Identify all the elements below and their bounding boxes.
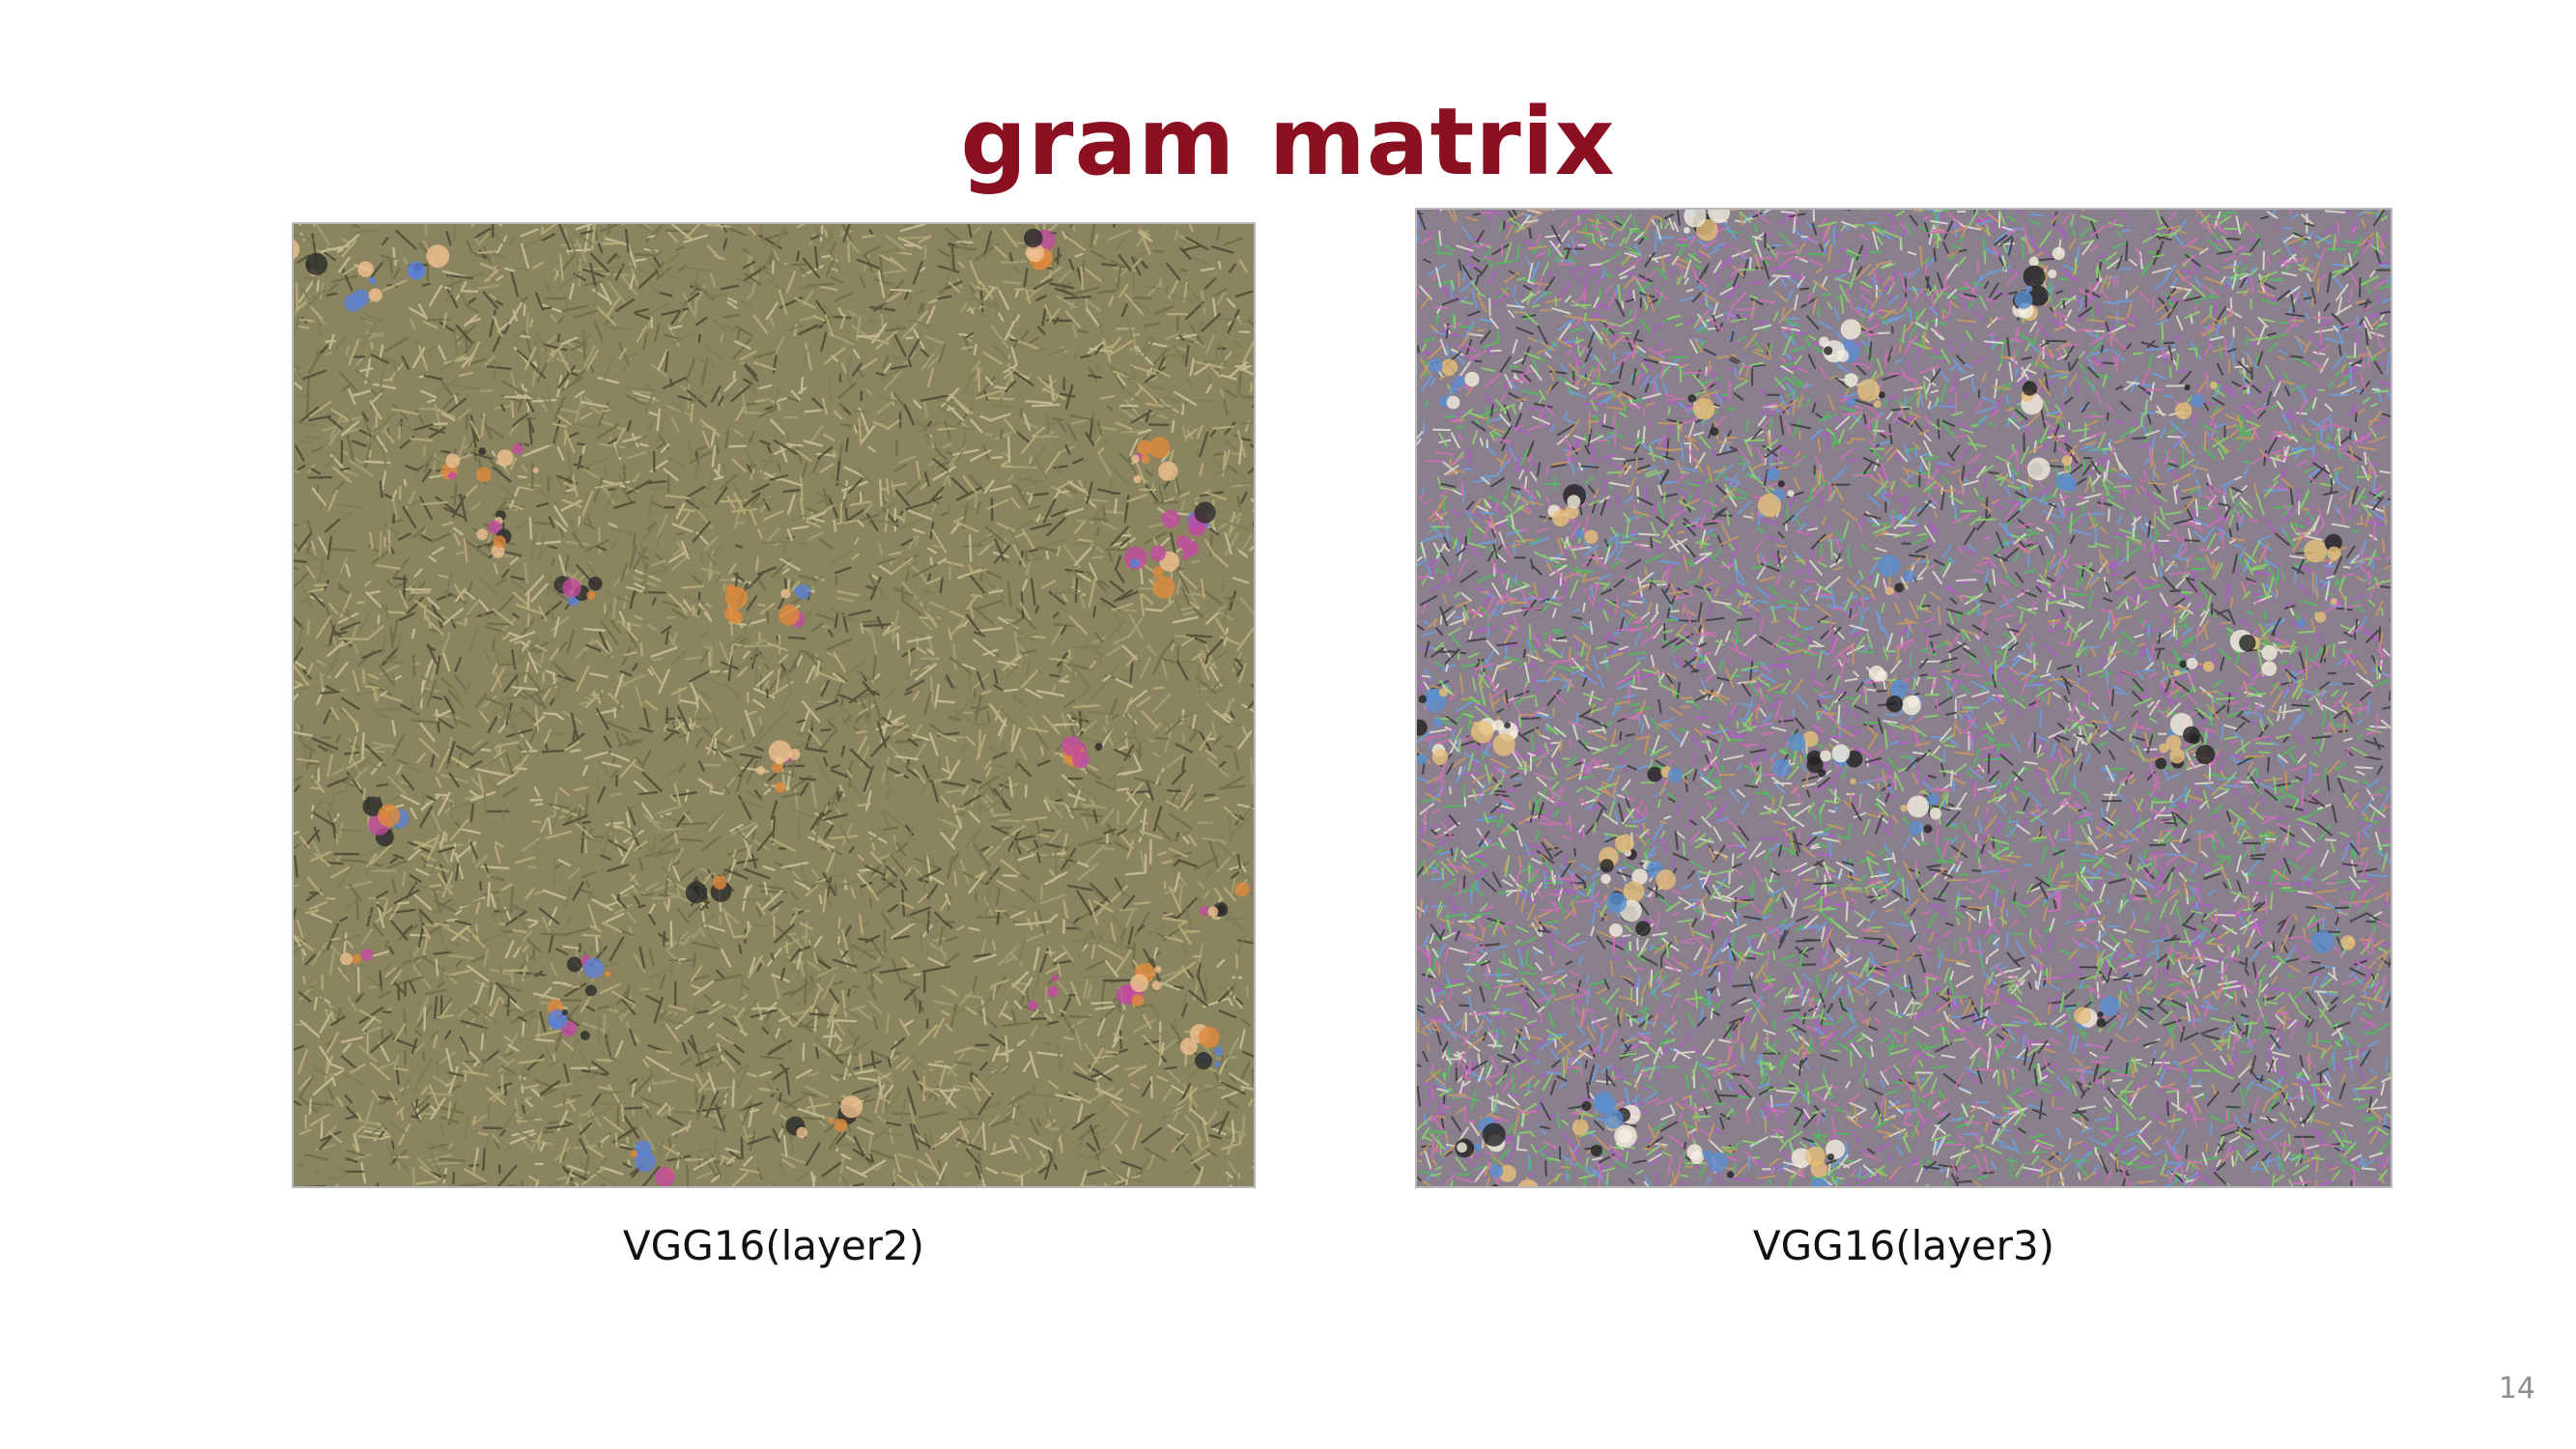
texture-layer3-canvas bbox=[1417, 210, 2391, 1186]
texture-image-layer2 bbox=[292, 222, 1256, 1188]
texture-image-layer3 bbox=[1415, 208, 2392, 1188]
caption-layer3: VGG16(layer3) bbox=[1415, 1219, 2392, 1273]
texture-layer2-canvas bbox=[294, 224, 1254, 1186]
caption-layer2: VGG16(layer2) bbox=[292, 1219, 1256, 1273]
page-number: 14 bbox=[2499, 1372, 2535, 1406]
slide-title: gram matrix bbox=[0, 89, 2576, 195]
